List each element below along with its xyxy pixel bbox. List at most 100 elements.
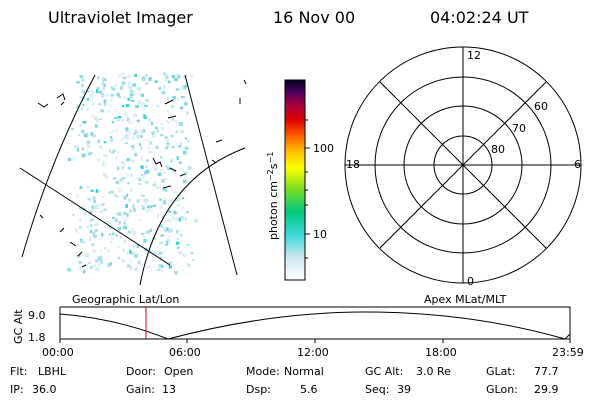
emission-speck <box>123 225 128 230</box>
emission-speck <box>117 256 121 260</box>
emission-speck <box>78 261 82 264</box>
emission-speck <box>90 218 93 222</box>
mlt-label-12: 12 <box>467 49 481 62</box>
emission-speck <box>108 131 113 134</box>
emission-speck <box>160 234 164 237</box>
emission-speck <box>109 262 113 266</box>
emission-speck <box>131 145 134 148</box>
emission-speck <box>124 223 129 226</box>
emission-speck <box>130 251 134 255</box>
emission-speck <box>131 227 135 232</box>
emission-speck <box>116 150 120 154</box>
emission-speck <box>123 221 126 225</box>
emission-speck <box>94 116 97 120</box>
emission-speck <box>121 161 125 164</box>
emission-speck <box>93 234 97 238</box>
instrument-title: Ultraviolet Imager <box>48 8 193 27</box>
emission-speck <box>178 121 182 125</box>
emission-speck <box>182 169 185 173</box>
emission-speck <box>117 212 122 216</box>
emission-speck <box>173 191 177 194</box>
emission-speck <box>114 218 118 223</box>
emission-speck <box>115 195 119 198</box>
emission-speck <box>82 121 87 124</box>
emission-speck <box>144 180 147 184</box>
emission-speck <box>150 205 153 208</box>
emission-speck <box>76 230 79 234</box>
emission-speck <box>166 139 169 142</box>
emission-speck <box>148 264 152 269</box>
mlt-label-18: 18 <box>346 158 360 171</box>
emission-speck <box>114 116 118 120</box>
emission-speck <box>176 156 179 161</box>
emission-speck <box>80 240 84 243</box>
emission-speck <box>111 151 115 154</box>
emission-speck <box>86 108 90 111</box>
emission-speck <box>155 145 159 150</box>
emission-speck <box>101 195 104 198</box>
emission-speck <box>87 144 91 149</box>
emission-speck <box>127 97 130 101</box>
emission-speck <box>127 132 130 136</box>
emission-speck <box>145 82 149 85</box>
emission-speck <box>95 89 99 93</box>
emission-speck <box>117 95 121 99</box>
emission-speck <box>123 211 127 215</box>
emission-speck <box>122 176 126 180</box>
orbit-ticks <box>59 339 571 343</box>
emission-speck <box>119 235 122 239</box>
emission-speck <box>174 211 178 215</box>
emission-speck <box>81 153 86 158</box>
emission-speck <box>142 129 146 133</box>
emission-speck <box>113 194 117 197</box>
emission-speck <box>120 137 125 142</box>
emission-speck <box>99 210 104 213</box>
emission-speck <box>132 245 136 248</box>
emission-speck <box>186 181 189 184</box>
emission-speck <box>126 182 130 185</box>
emission-speck <box>130 99 135 102</box>
frame-line-right <box>184 74 238 276</box>
emission-speck <box>79 225 82 230</box>
emission-speck <box>145 169 150 174</box>
emission-speck <box>121 105 125 108</box>
flt-key: Flt: <box>10 365 27 378</box>
emission-speck <box>175 143 178 147</box>
emission-speck <box>116 166 120 171</box>
emission-speck <box>160 268 163 273</box>
emission-speck <box>71 120 76 123</box>
emission-speck <box>145 138 149 141</box>
emission-speck <box>143 116 147 119</box>
emission-speck <box>110 93 114 97</box>
polar-plot <box>344 46 582 284</box>
emission-speck <box>138 143 141 147</box>
emission-speck <box>120 119 125 122</box>
emission-speck <box>145 74 148 77</box>
ip-key: IP: <box>10 383 24 396</box>
emission-speck <box>89 229 93 233</box>
emission-speck <box>134 152 138 157</box>
emission-speck <box>184 217 187 221</box>
emission-speck <box>129 173 133 177</box>
emission-speck <box>165 243 169 246</box>
emission-speck <box>79 124 82 127</box>
gcalt-value: 3.0 Re <box>416 365 451 378</box>
gain-value: 13 <box>162 383 176 396</box>
emission-speck <box>109 240 113 244</box>
emission-speck <box>143 235 146 238</box>
emission-speck <box>94 229 98 233</box>
emission-speck <box>166 109 169 113</box>
emission-speck <box>112 232 115 236</box>
emission-speck <box>86 97 90 101</box>
emission-speck <box>114 234 119 237</box>
emission-speck <box>123 96 126 100</box>
emission-speck <box>138 182 141 186</box>
emission-speck <box>183 85 187 88</box>
emission-speck <box>184 137 188 140</box>
emission-speck <box>163 227 166 232</box>
emission-speck <box>109 98 114 101</box>
emission-speck <box>101 93 105 98</box>
emission-speck <box>110 233 114 236</box>
emission-speck <box>100 203 105 206</box>
emission-speck <box>140 204 145 208</box>
